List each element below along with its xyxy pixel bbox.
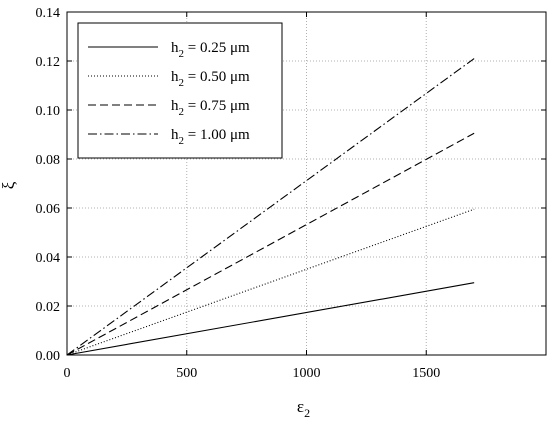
x-tick-label: 1500 bbox=[412, 366, 440, 381]
legend-label-value: = 1.00 μm bbox=[184, 127, 250, 143]
series-line-4 bbox=[66, 58, 475, 356]
legend-label-symbol: h bbox=[171, 98, 179, 114]
y-tick-label: 0.00 bbox=[36, 349, 61, 364]
y-tick-label: 0.12 bbox=[36, 55, 61, 70]
x-tick-label: 1000 bbox=[293, 366, 321, 381]
legend-label-1: h2 = 0.25 μm bbox=[171, 40, 250, 60]
legend-label-subscript: 2 bbox=[179, 106, 185, 118]
y-axis-label: ξ bbox=[0, 181, 18, 189]
y-tick-label: 0.06 bbox=[36, 202, 61, 217]
x-axis-label-subscript: 2 bbox=[304, 406, 310, 420]
x-tick-label: 500 bbox=[176, 366, 197, 381]
legend-label-value: = 0.75 μm bbox=[184, 98, 250, 114]
x-axis-label-symbol: ε bbox=[297, 397, 304, 416]
ticks bbox=[66, 11, 546, 356]
grid bbox=[67, 12, 546, 355]
series-line-2 bbox=[66, 208, 475, 356]
tick-labels: 0 500 1000 1500 0.00 0.02 0.04 0.06 0.08 0.10 0.12… bbox=[36, 6, 441, 381]
legend-label-subscript: 2 bbox=[179, 48, 185, 60]
legend-label-value: = 0.25 μm bbox=[184, 40, 250, 56]
legend-label-3: h2 = 0.75 μm bbox=[171, 98, 250, 118]
legend-label-value: = 0.50 μm bbox=[184, 69, 250, 85]
legend-label-4: h2 = 1.00 μm bbox=[171, 127, 250, 147]
legend-box bbox=[77, 22, 283, 159]
series-lines bbox=[66, 58, 475, 356]
y-tick-label: 0.04 bbox=[36, 251, 61, 266]
x-tick-label: 0 bbox=[64, 366, 71, 381]
y-tick-label: 0.14 bbox=[36, 6, 61, 21]
legend-label-symbol: h bbox=[171, 40, 179, 56]
legend-label-subscript: 2 bbox=[179, 135, 185, 147]
y-tick-label: 0.02 bbox=[36, 300, 61, 315]
y-tick-label: 0.08 bbox=[36, 153, 61, 168]
y-tick-label: 0.10 bbox=[36, 104, 61, 119]
legend-label-symbol: h bbox=[171, 69, 179, 85]
x-axis-label: ε2 bbox=[297, 397, 310, 420]
legend-label-2: h2 = 0.50 μm bbox=[171, 69, 250, 89]
legend-label-subscript: 2 bbox=[179, 77, 185, 89]
series-line-1 bbox=[66, 282, 475, 356]
legend-label-symbol: h bbox=[171, 127, 179, 143]
series-line-3 bbox=[66, 132, 475, 356]
